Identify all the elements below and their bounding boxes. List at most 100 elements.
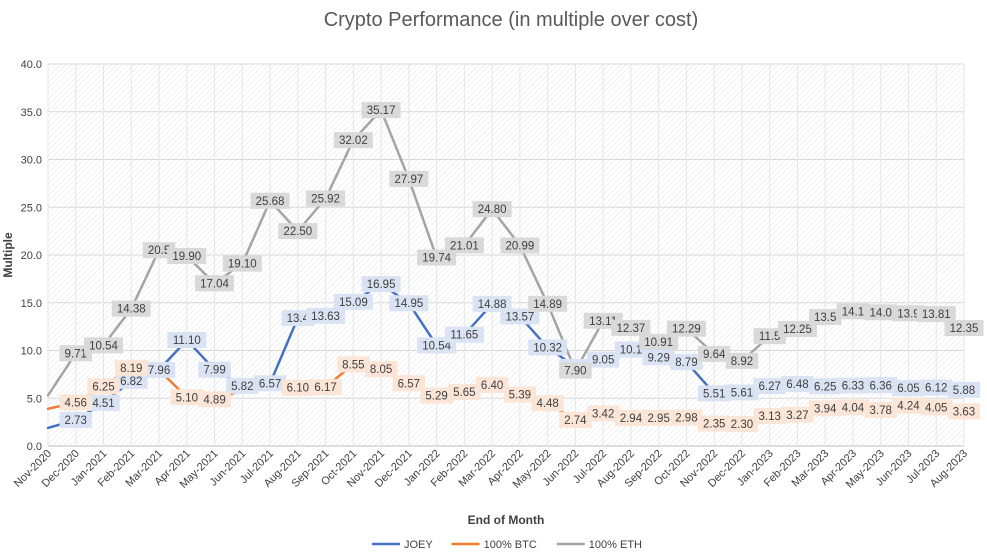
data-label-box bbox=[87, 394, 120, 411]
data-label-box bbox=[614, 341, 648, 358]
data-label-box bbox=[250, 192, 290, 209]
data-label: 22.50 bbox=[283, 226, 312, 238]
data-label-box bbox=[892, 380, 925, 397]
data-label-box bbox=[417, 249, 457, 266]
data-label-box bbox=[836, 377, 870, 394]
data-label-box bbox=[472, 295, 512, 312]
data-label: 6.48 bbox=[786, 379, 808, 391]
data-label-box bbox=[777, 321, 817, 338]
data-label-box bbox=[337, 356, 370, 373]
data-label: 9.71 bbox=[65, 348, 87, 360]
data-label-box bbox=[642, 409, 675, 426]
data-label: 2.73 bbox=[65, 415, 87, 427]
data-label: 6.27 bbox=[759, 381, 781, 393]
data-label: 12.25 bbox=[783, 324, 812, 336]
data-label-box bbox=[809, 309, 842, 326]
data-label-box bbox=[753, 378, 786, 395]
data-label-box bbox=[864, 304, 897, 321]
data-label: 35.17 bbox=[367, 105, 396, 117]
data-label-box bbox=[87, 378, 120, 395]
data-label-box bbox=[198, 361, 231, 378]
y-tick-label: 5.0 bbox=[27, 393, 42, 405]
legend-label: 100% ETH bbox=[589, 539, 642, 551]
data-label-box bbox=[167, 247, 207, 264]
y-tick-label: 0.0 bbox=[27, 441, 42, 453]
data-label-box bbox=[944, 320, 984, 337]
data-label-box bbox=[59, 394, 92, 411]
data-label: 5.39 bbox=[509, 390, 531, 402]
data-label: 7.90 bbox=[564, 366, 586, 378]
data-label: 13.4 bbox=[287, 313, 310, 325]
data-label-box bbox=[361, 102, 401, 119]
data-label: 5.61 bbox=[731, 387, 753, 399]
data-label: 10.1 bbox=[620, 345, 642, 357]
x-axis: Nov-2020Dec-2020Jan-2021Feb-2021Mar-2021… bbox=[12, 448, 970, 491]
data-label-box bbox=[947, 403, 981, 420]
data-label-box bbox=[528, 339, 568, 356]
data-label-box bbox=[420, 387, 453, 404]
data-label: 6.33 bbox=[842, 381, 864, 393]
data-label: 6.25 bbox=[92, 381, 114, 393]
data-label-box bbox=[670, 354, 703, 371]
y-tick-label: 25.0 bbox=[21, 202, 42, 214]
data-label-box bbox=[725, 416, 759, 433]
data-label: 5.88 bbox=[953, 385, 975, 397]
data-label-box bbox=[916, 306, 956, 323]
data-label-box bbox=[167, 331, 207, 348]
data-label: 5.82 bbox=[231, 381, 253, 393]
data-label: 19.74 bbox=[422, 252, 451, 264]
data-label-box bbox=[253, 375, 287, 392]
data-label: 8.92 bbox=[731, 356, 753, 368]
data-label-box bbox=[809, 378, 842, 395]
data-label-box bbox=[142, 361, 176, 378]
data-label-box bbox=[281, 310, 315, 327]
data-label: 14.1 bbox=[842, 306, 864, 318]
data-label: 10.54 bbox=[89, 340, 118, 352]
data-label-box bbox=[500, 308, 540, 325]
data-label: 14.38 bbox=[117, 304, 146, 316]
y-tick-label: 20.0 bbox=[21, 250, 42, 262]
data-label: 9.29 bbox=[647, 352, 669, 364]
data-label-box bbox=[503, 386, 537, 403]
data-label: 15.09 bbox=[339, 297, 368, 309]
legend: JOEY 100% BTC 100% ETH bbox=[372, 539, 642, 551]
data-label-box bbox=[361, 276, 401, 293]
data-label: 19.90 bbox=[172, 251, 201, 263]
data-label-box bbox=[642, 349, 675, 366]
y-tick-label: 15.0 bbox=[21, 298, 42, 310]
x-axis-title: End of Month bbox=[468, 513, 545, 527]
data-label-box bbox=[226, 377, 259, 394]
data-label-box bbox=[500, 237, 540, 254]
data-label-box bbox=[306, 190, 346, 207]
data-label: 7.96 bbox=[148, 365, 170, 377]
data-label: 14.0 bbox=[870, 307, 892, 319]
data-label-box bbox=[195, 275, 235, 292]
data-label-box bbox=[198, 391, 231, 408]
data-label-box bbox=[586, 405, 620, 422]
data-label: 6.12 bbox=[925, 383, 947, 395]
data-label: 2.74 bbox=[564, 415, 587, 427]
data-label-box bbox=[670, 409, 703, 426]
data-label-box bbox=[309, 379, 342, 396]
data-label-box bbox=[639, 333, 679, 350]
data-label: 8.05 bbox=[370, 364, 392, 376]
data-label: 27.97 bbox=[394, 174, 423, 186]
data-label: 6.17 bbox=[314, 382, 336, 394]
data-label: 5.51 bbox=[703, 388, 725, 400]
data-label: 3.27 bbox=[786, 410, 808, 422]
data-label-box bbox=[444, 237, 484, 254]
data-label: 8.55 bbox=[342, 359, 364, 371]
data-label-box bbox=[892, 397, 925, 414]
data-label: 3.63 bbox=[953, 406, 975, 418]
data-label-box bbox=[59, 411, 92, 428]
data-label: 6.10 bbox=[287, 383, 309, 395]
data-label-box bbox=[666, 320, 706, 337]
data-label: 5.29 bbox=[425, 390, 447, 402]
data-label: 20.5 bbox=[148, 245, 170, 257]
data-label-box bbox=[725, 384, 759, 401]
legend-label: 100% BTC bbox=[484, 539, 537, 551]
data-label-box bbox=[142, 242, 176, 259]
data-label-box bbox=[559, 411, 592, 428]
data-label: 12.29 bbox=[672, 324, 701, 336]
